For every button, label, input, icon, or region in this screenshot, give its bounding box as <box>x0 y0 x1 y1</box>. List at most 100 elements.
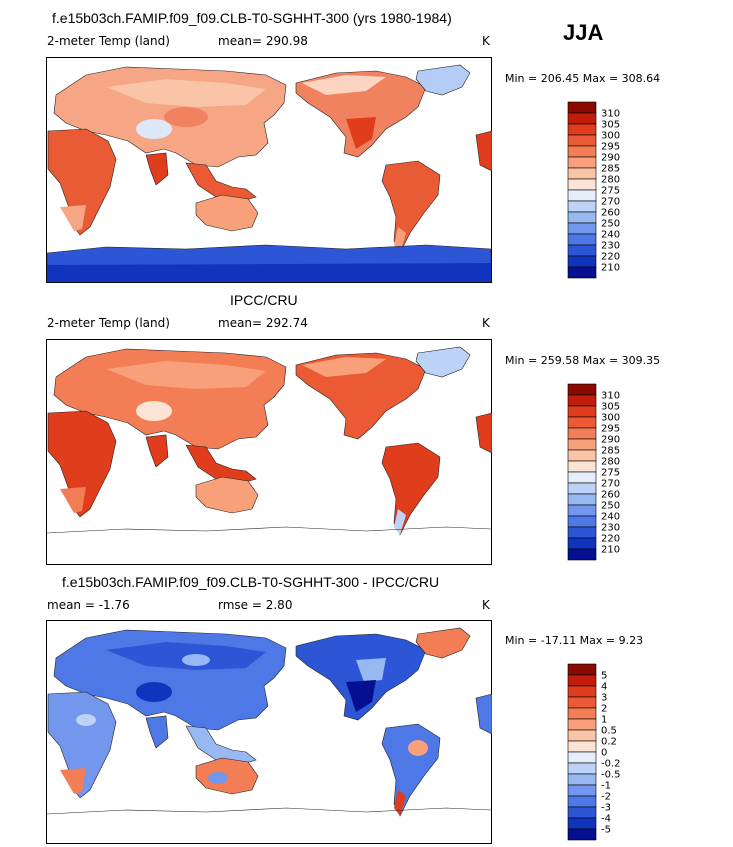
panel1-colorbar-tick-label: 275 <box>601 186 620 197</box>
panel3-colorbar-swatch <box>567 729 597 742</box>
panel2-colorbar-tick-label: 305 <box>601 402 620 413</box>
panel1-colorbar-swatch <box>567 200 597 213</box>
australia-landmass <box>195 476 259 514</box>
panel1-mean-label: mean= 290.98 <box>218 34 308 48</box>
panel3-colorbar-swatch <box>567 685 597 698</box>
south-america-landmass <box>381 442 441 536</box>
panel2-colorbar-tick-label: 285 <box>601 446 620 457</box>
panel3-colorbar-tick-label: 5 <box>601 671 607 682</box>
panel1-colorbar-tick-label: 260 <box>601 208 620 219</box>
panel2-colorbar-swatch <box>567 471 597 484</box>
panel2-colorbar-swatch <box>567 383 597 396</box>
panel1-colorbar-swatch <box>567 189 597 202</box>
panel2-colorbar-swatch <box>567 548 597 561</box>
panel1-map <box>46 57 492 283</box>
panel2-colorbar-tick-label: 270 <box>601 479 620 490</box>
panel2-colorbar-tick-label: 230 <box>601 523 620 534</box>
panel1-colorbar-tick-label: 295 <box>601 142 620 153</box>
panel3-colorbar-swatch <box>567 707 597 720</box>
panel3-colorbar-swatch <box>567 663 597 676</box>
panel2-colorbar-swatch <box>567 449 597 462</box>
panel3-colorbar-tick-label: -5 <box>601 825 611 836</box>
greenland-landmass <box>415 627 471 659</box>
panel2-colorbar-tick-label: 250 <box>601 501 620 512</box>
panel3-minmax-label: Min = -17.11 Max = 9.23 <box>505 634 644 647</box>
panel2-colorbar-tick-label: 260 <box>601 490 620 501</box>
panel1-colorbar-tick-label: 230 <box>601 241 620 252</box>
antarctica-coastline <box>46 807 492 815</box>
panel1-colorbar-swatch <box>567 101 597 114</box>
panel3-colorbar-swatch <box>567 762 597 775</box>
panel2-colorbar-swatch <box>567 515 597 528</box>
panel1-colorbar-tick-label: 240 <box>601 230 620 241</box>
australia-landmass <box>195 194 259 232</box>
panel3-mean-label: mean = -1.76 <box>47 598 130 612</box>
panel1-colorbar-swatch <box>567 134 597 147</box>
panel1-colorbar-swatch <box>567 123 597 136</box>
panel3-unit-label: K <box>482 598 490 612</box>
panel1-colorbar-swatch <box>567 112 597 125</box>
panel3-colorbar-swatch <box>567 817 597 830</box>
panel2-colorbar-swatch <box>567 504 597 517</box>
panel1-colorbar-swatch <box>567 167 597 180</box>
panel3-colorbar-swatch <box>567 718 597 731</box>
panel2-title: IPCC/CRU <box>230 292 298 308</box>
panel1-colorbar-tick-label: 270 <box>601 197 620 208</box>
panel1-colorbar-swatch <box>567 244 597 257</box>
panel1-colorbar-tick-label: 210 <box>601 263 620 274</box>
panel3-colorbar-tick-label: 3 <box>601 693 607 704</box>
panel1-colorbar-swatch <box>567 255 597 268</box>
panel3-colorbar-tick-label: 1 <box>601 715 607 726</box>
panel1-minmax-label: Min = 206.45 Max = 308.64 <box>505 72 661 85</box>
panel1-colorbar-tick-label: 250 <box>601 219 620 230</box>
panel3-colorbar-swatch <box>567 674 597 687</box>
panel1-colorbar-tick-label: 220 <box>601 252 620 263</box>
africa-landmass <box>47 128 117 236</box>
panel1-unit-label: K <box>482 34 490 48</box>
greenland-landmass <box>415 346 471 378</box>
panel3-colorbar-tick-label: 0.5 <box>601 726 617 737</box>
panel2-colorbar-tick-label: 240 <box>601 512 620 523</box>
panel3-colorbar-tick-label: -0.2 <box>601 759 621 770</box>
panel2-colorbar-tick-label: 295 <box>601 424 620 435</box>
panel2-map <box>46 339 492 565</box>
panel3-colorbar-swatch <box>567 784 597 797</box>
panel2-colorbar-swatch <box>567 394 597 407</box>
panel3-colorbar-swatch <box>567 696 597 709</box>
panel3-colorbar-tick-label: 2 <box>601 704 607 715</box>
panel1-title: f.e15b03ch.FAMIP.f09_f09.CLB-T0-SGHHT-30… <box>52 10 452 26</box>
panel3-colorbar-tick-label: -4 <box>601 814 611 825</box>
panel2-colorbar-tick-label: 275 <box>601 468 620 479</box>
panel3-colorbar-swatch <box>567 795 597 808</box>
panel2-variable-label: 2-meter Temp (land) <box>47 316 170 330</box>
panel3-colorbar-tick-label: 0 <box>601 748 607 759</box>
panel2-colorbar-swatch <box>567 438 597 451</box>
panel2-colorbar-tick-label: 310 <box>601 391 620 402</box>
panel1-colorbar-swatch <box>567 211 597 224</box>
africa-landmass <box>47 410 117 518</box>
panel3-colorbar-tick-label: 0.2 <box>601 737 617 748</box>
season-label: JJA <box>563 20 604 45</box>
panel1-colorbar-tick-label: 285 <box>601 164 620 175</box>
panel2-unit-label: K <box>482 316 490 330</box>
panel1-colorbar: 3103053002952902852802752702602502402302… <box>567 101 620 279</box>
panel3-colorbar-swatch <box>567 740 597 753</box>
panel1-colorbar-tick-label: 300 <box>601 131 620 142</box>
panel2-colorbar-swatch <box>567 526 597 539</box>
panel3-colorbar-swatch <box>567 773 597 786</box>
panel3-colorbar-tick-label: -2 <box>601 792 611 803</box>
panel3-rmse-label: rmse = 2.80 <box>218 598 293 612</box>
panel2-colorbar-swatch <box>567 405 597 418</box>
north-america-landmass <box>295 633 427 721</box>
panel1-colorbar-tick-label: 310 <box>601 109 620 120</box>
panel2-colorbar-tick-label: 280 <box>601 457 620 468</box>
south-america-landmass <box>381 160 441 254</box>
panel1-colorbar-swatch <box>567 178 597 191</box>
antarctica-coastline <box>46 526 492 534</box>
panel2-colorbar-tick-label: 210 <box>601 545 620 556</box>
africa-landmass <box>47 691 117 799</box>
panel3-map <box>46 620 492 844</box>
panel3-colorbar-tick-label: -0.5 <box>601 770 621 781</box>
panel3-colorbar-tick-label: -3 <box>601 803 611 814</box>
panel2-colorbar-tick-label: 290 <box>601 435 620 446</box>
